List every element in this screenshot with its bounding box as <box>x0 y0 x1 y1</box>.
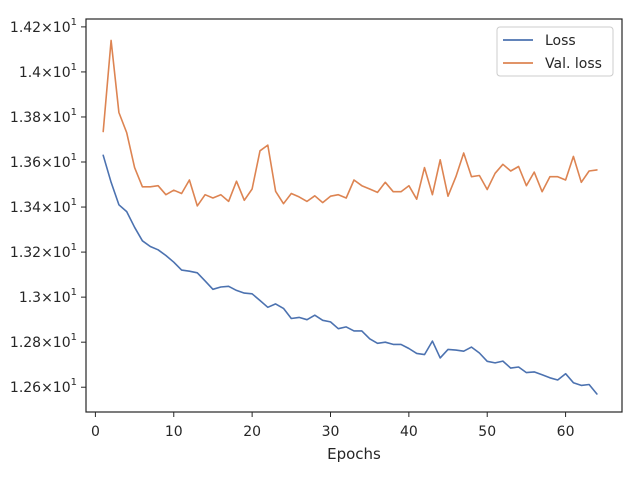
x-tick-label: 10 <box>165 424 183 440</box>
y-tick-label: 1.28×101 <box>10 332 77 351</box>
plot-frame <box>85 18 623 413</box>
y-tick-label: 1.42×101 <box>10 17 77 36</box>
y-axis-ticks: 1.26×101 1.28×101 1.3×101 1.32×101 1.34×101 1… <box>10 17 86 396</box>
y-tick-label: 1.4×101 <box>19 62 77 81</box>
legend: Loss Val. loss <box>496 26 614 77</box>
series-line-loss <box>102 154 598 395</box>
x-axis-ticks: 0 10 20 30 40 50 60 <box>91 412 575 440</box>
y-tick-label: 1.38×101 <box>10 107 77 126</box>
legend-label-val-loss: Val. loss <box>545 56 602 72</box>
y-tick-label: 1.34×101 <box>10 197 77 216</box>
x-tick-label: 0 <box>91 424 100 440</box>
x-tick-label: 60 <box>557 424 575 440</box>
x-tick-label: 50 <box>478 424 496 440</box>
x-tick-label: 20 <box>243 424 261 440</box>
y-tick-label: 1.3×101 <box>19 287 77 306</box>
series-layer <box>102 39 598 395</box>
legend-label-loss: Loss <box>545 33 576 49</box>
y-tick-label: 1.26×101 <box>10 377 77 396</box>
y-tick-label: 1.36×101 <box>10 152 77 171</box>
series-line-val-loss <box>102 39 598 207</box>
x-tick-label: 30 <box>322 424 340 440</box>
x-axis-label: Epochs <box>327 445 381 463</box>
y-tick-label: 1.32×101 <box>10 242 77 261</box>
x-tick-label: 40 <box>400 424 418 440</box>
